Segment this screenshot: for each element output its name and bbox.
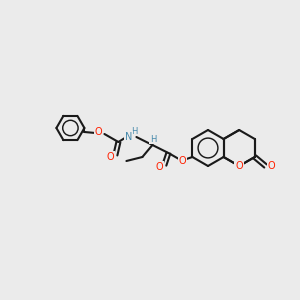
Text: O: O (94, 127, 102, 137)
Text: H: H (131, 127, 138, 136)
Text: O: O (156, 162, 163, 172)
Text: N: N (125, 132, 132, 142)
Text: O: O (236, 161, 243, 171)
Text: O: O (178, 156, 186, 166)
Text: H: H (150, 134, 157, 143)
Text: O: O (106, 152, 114, 162)
Text: O: O (268, 161, 275, 171)
